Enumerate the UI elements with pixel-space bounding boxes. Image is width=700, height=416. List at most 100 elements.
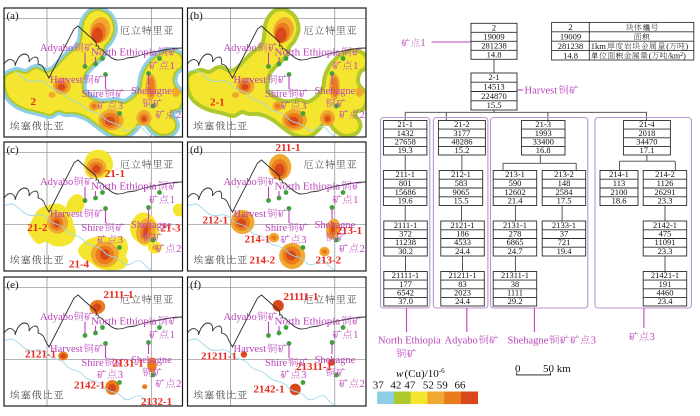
svg-text:): ) bbox=[686, 42, 689, 51]
svg-text:721: 721 bbox=[558, 237, 571, 247]
svg-text:211-1: 211-1 bbox=[395, 169, 415, 179]
svg-text:3177: 3177 bbox=[453, 128, 470, 138]
svg-text:Shire: Shire bbox=[82, 223, 105, 234]
svg-text:Shehagne: Shehagne bbox=[131, 355, 172, 366]
svg-text:Shehagne: Shehagne bbox=[315, 220, 356, 231]
svg-text:(: ( bbox=[649, 51, 652, 60]
svg-text:2131-1: 2131-1 bbox=[503, 220, 527, 230]
svg-text:211-1: 211-1 bbox=[276, 142, 301, 154]
svg-text:Shire: Shire bbox=[265, 223, 288, 234]
svg-text:19009: 19009 bbox=[483, 31, 504, 41]
svg-text:583: 583 bbox=[455, 178, 468, 188]
svg-text:3: 3 bbox=[118, 101, 123, 112]
svg-text:1993: 1993 bbox=[535, 128, 552, 138]
svg-text:214-1: 214-1 bbox=[609, 169, 629, 179]
svg-text:17.5: 17.5 bbox=[557, 196, 572, 206]
svg-text:2111-1: 2111-1 bbox=[104, 289, 134, 301]
svg-text:2: 2 bbox=[176, 244, 181, 255]
svg-text:27658: 27658 bbox=[395, 136, 416, 146]
svg-text:3: 3 bbox=[118, 370, 123, 381]
svg-text:Harvest: Harvest bbox=[525, 86, 558, 97]
svg-text:6542: 6542 bbox=[397, 287, 414, 297]
svg-text:(d): (d) bbox=[190, 144, 203, 156]
svg-text:19009: 19009 bbox=[560, 32, 581, 42]
svg-text:83: 83 bbox=[458, 279, 467, 289]
svg-text:Harvest: Harvest bbox=[234, 209, 267, 220]
svg-text:Shire: Shire bbox=[82, 358, 105, 369]
svg-text:52: 52 bbox=[423, 380, 434, 392]
svg-text:North Ethiopia: North Ethiopia bbox=[275, 181, 341, 193]
svg-text:2121-1: 2121-1 bbox=[450, 220, 474, 230]
svg-text:Adyabo: Adyabo bbox=[224, 312, 257, 323]
svg-text:186: 186 bbox=[456, 229, 469, 239]
svg-text:21-2: 21-2 bbox=[454, 119, 470, 129]
svg-text:2: 2 bbox=[176, 379, 181, 390]
svg-text:801: 801 bbox=[399, 178, 412, 188]
svg-text:37.0: 37.0 bbox=[398, 296, 413, 306]
svg-text:Shehagne: Shehagne bbox=[508, 336, 549, 347]
svg-text:213-1: 213-1 bbox=[337, 225, 363, 237]
svg-text:3: 3 bbox=[118, 235, 123, 246]
svg-text:281238: 281238 bbox=[481, 40, 507, 50]
svg-text:2: 2 bbox=[31, 96, 37, 108]
svg-text:Harvest: Harvest bbox=[50, 75, 83, 86]
svg-text:3: 3 bbox=[650, 332, 655, 343]
svg-text:3: 3 bbox=[301, 101, 306, 112]
svg-text:(c): (c) bbox=[7, 144, 20, 156]
svg-text:North Ethiopia: North Ethiopia bbox=[275, 316, 341, 328]
svg-text:21-3: 21-3 bbox=[161, 223, 182, 235]
svg-text:23.3: 23.3 bbox=[658, 196, 673, 206]
svg-text:Adyabo: Adyabo bbox=[224, 43, 257, 54]
svg-text:15.5: 15.5 bbox=[487, 100, 502, 110]
svg-text:21211-1: 21211-1 bbox=[448, 270, 476, 280]
svg-text:38: 38 bbox=[511, 279, 520, 289]
svg-text:2142-1: 2142-1 bbox=[74, 380, 105, 392]
svg-text:19.3: 19.3 bbox=[398, 145, 413, 155]
svg-text:Shire: Shire bbox=[82, 89, 105, 100]
svg-text:37: 37 bbox=[560, 229, 569, 239]
svg-text:2131-1: 2131-1 bbox=[113, 358, 144, 370]
svg-text:Shehagne: Shehagne bbox=[315, 355, 356, 366]
svg-text:30.2: 30.2 bbox=[398, 246, 413, 256]
svg-text:214-2: 214-2 bbox=[250, 255, 276, 267]
svg-text:113: 113 bbox=[613, 178, 625, 188]
svg-text:214-2: 214-2 bbox=[655, 169, 675, 179]
svg-text:26291: 26291 bbox=[654, 187, 675, 197]
svg-text:Shire: Shire bbox=[265, 89, 288, 100]
svg-text:Shehagne: Shehagne bbox=[131, 86, 172, 97]
svg-text:2: 2 bbox=[360, 110, 365, 121]
svg-text:37: 37 bbox=[373, 380, 385, 392]
svg-text:15.2: 15.2 bbox=[454, 145, 469, 155]
svg-text:2: 2 bbox=[176, 110, 181, 121]
svg-text:213-2: 213-2 bbox=[316, 255, 342, 267]
svg-text:23.3: 23.3 bbox=[658, 246, 673, 256]
svg-text:21311-1: 21311-1 bbox=[501, 270, 529, 280]
svg-text:North Ethiopia: North Ethiopia bbox=[91, 316, 157, 328]
svg-text:212-1: 212-1 bbox=[203, 215, 229, 227]
svg-text:15686: 15686 bbox=[395, 187, 416, 197]
svg-text:2100: 2100 bbox=[611, 187, 628, 197]
svg-text:14.8: 14.8 bbox=[487, 49, 502, 59]
svg-text:1: 1 bbox=[421, 38, 426, 49]
svg-text:19.6: 19.6 bbox=[398, 196, 413, 206]
svg-text:1: 1 bbox=[353, 61, 358, 72]
svg-text:Adyabo: Adyabo bbox=[224, 177, 257, 188]
svg-text:21-1: 21-1 bbox=[397, 119, 413, 129]
svg-text:50 km: 50 km bbox=[543, 363, 571, 375]
svg-text:Adyabo: Adyabo bbox=[40, 177, 73, 188]
svg-text:3: 3 bbox=[301, 235, 306, 246]
svg-text:(e): (e) bbox=[7, 279, 20, 291]
svg-text:2133-1: 2133-1 bbox=[552, 220, 576, 230]
svg-text:1: 1 bbox=[353, 195, 358, 206]
svg-text:1: 1 bbox=[170, 195, 175, 206]
svg-text:1: 1 bbox=[170, 61, 175, 72]
svg-text:11238: 11238 bbox=[395, 237, 416, 247]
svg-text:4460: 4460 bbox=[657, 287, 674, 297]
svg-text:21-4: 21-4 bbox=[69, 259, 90, 271]
svg-text:1111: 1111 bbox=[507, 287, 523, 297]
svg-text:2121-1: 2121-1 bbox=[25, 349, 56, 361]
svg-text:191: 191 bbox=[659, 279, 672, 289]
svg-text:21311-1: 21311-1 bbox=[296, 361, 332, 373]
svg-text:214-1: 214-1 bbox=[245, 234, 271, 246]
svg-text:Harvest: Harvest bbox=[50, 209, 83, 220]
